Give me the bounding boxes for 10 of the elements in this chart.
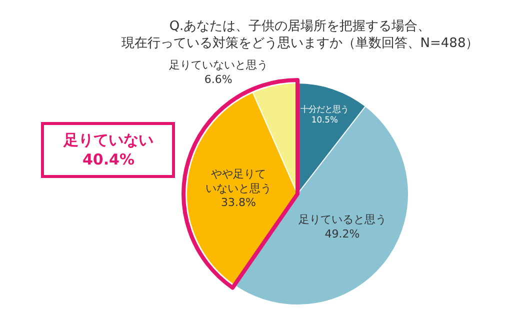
slice-label: 十分だと思う [300,104,349,114]
slice-label: やや足りていないと思う [206,168,272,195]
slice-label: 足りていないと思う [168,58,268,72]
chart-title: Q.あなたは、子供の居場所を把握する場合、現在行っている対策をどう思いますか（単数回答、N=488） [121,19,479,51]
data-label: 6.6% [204,72,232,86]
text: 足りていない40.4% [62,131,154,168]
data-label: 49.2% [324,227,360,240]
data-label: 33.8% [221,196,256,210]
slice-label: 足りていると思う [298,213,386,226]
data-label: 10.5% [311,114,338,125]
